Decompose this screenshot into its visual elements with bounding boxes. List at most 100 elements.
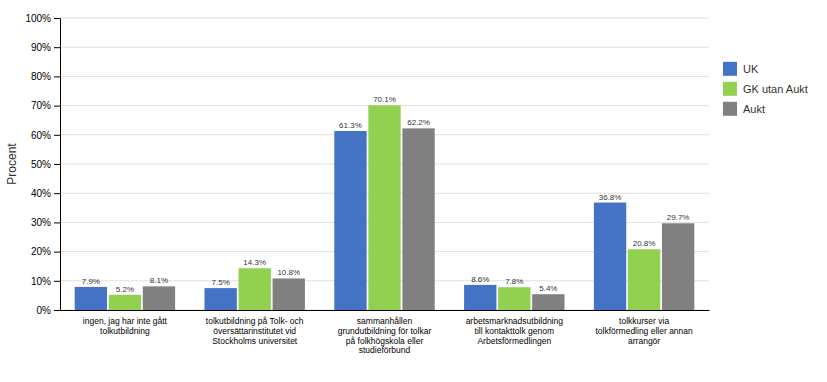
y-tick: 0% <box>37 305 60 316</box>
x-tick-label-line: Stockholms universitet <box>212 336 298 346</box>
x-tick-label-line: studieförbund <box>359 345 411 355</box>
data-label: 70.1% <box>373 95 396 104</box>
y-tick-mark <box>54 310 60 311</box>
data-label: 10.8% <box>277 268 300 277</box>
bar <box>594 203 626 310</box>
x-tick-label-line: översättarinstitutet vid <box>213 326 296 336</box>
y-tick-label: 100% <box>25 13 51 24</box>
data-label: 7.5% <box>212 278 230 287</box>
bar <box>464 285 496 310</box>
x-tick-label-line: tolkkurser via <box>619 316 669 326</box>
legend: UK GK utan Aukt Aukt <box>723 62 808 116</box>
y-tick-mark <box>54 18 60 19</box>
data-label: 5.4% <box>539 284 557 293</box>
data-labels: 7.9%7.5%61.3%8.6%36.8%5.2%14.3%70.1%7.8%… <box>82 95 690 294</box>
x-tick-label-line: tolkutbildning <box>100 326 150 336</box>
x-tick-label-line: till kontakttolk genom <box>475 326 554 336</box>
bar <box>368 105 400 310</box>
x-tick-label: arbetsmarknadsutbildningtill kontakttolk… <box>466 316 564 346</box>
y-tick-label: 60% <box>31 130 51 141</box>
legend-item: Aukt <box>723 102 765 116</box>
legend-item: UK <box>723 62 759 76</box>
bar <box>402 128 434 310</box>
bar <box>239 268 271 310</box>
x-tick-label-line: tolkförmedling eller annan <box>595 326 693 336</box>
legend-swatch <box>723 102 737 116</box>
x-tick-label-line: grundutbildning för tolkar <box>338 326 432 336</box>
data-label: 20.8% <box>633 239 656 248</box>
data-label: 5.2% <box>116 285 134 294</box>
x-tick-label-line: ingen, jag har inte gått <box>83 316 168 326</box>
data-label: 61.3% <box>339 121 362 130</box>
y-tick-label: 20% <box>31 246 51 257</box>
bar <box>498 287 530 310</box>
y-tick-mark <box>54 222 60 223</box>
y-tick-label: 90% <box>31 42 51 53</box>
y-tick: 60% <box>31 130 60 141</box>
grid-line <box>60 76 709 77</box>
bar <box>75 287 107 310</box>
data-label: 8.1% <box>150 276 168 285</box>
bar-series <box>143 128 695 310</box>
x-tick: arbetsmarknadsutbildningtill kontakttolk… <box>466 310 564 346</box>
bar <box>204 288 236 310</box>
y-tick-label: 70% <box>31 100 51 111</box>
x-tick-label-line: tolkutbildning på Tolk- och <box>206 316 304 326</box>
y-tick: 90% <box>31 42 60 53</box>
bar-series <box>109 105 661 310</box>
x-tick-label-line: Arbetsförmedlingen <box>477 336 551 346</box>
y-tick-mark <box>54 164 60 165</box>
x-tick-label-line: på folkhögskola eller <box>346 336 424 346</box>
y-tick: 80% <box>31 71 60 82</box>
x-tick-label-line: arrangör <box>628 336 660 346</box>
legend-label: UK <box>743 63 759 75</box>
x-tick-label: tolkutbildning på Tolk- ochöversättarins… <box>206 316 304 346</box>
y-tick: 20% <box>31 246 60 257</box>
legend-label: GK utan Aukt <box>743 83 808 95</box>
y-tick: 30% <box>31 217 60 228</box>
y-tick-mark <box>54 193 60 194</box>
data-label: 36.8% <box>599 193 622 202</box>
x-tick-label-line: sammanhållen <box>357 316 413 326</box>
data-label: 29.7% <box>667 213 690 222</box>
y-tick: 50% <box>31 159 60 170</box>
y-axis: 0% 10% 20% 30% 40% 50% 60% 70% 80% 90% 100% <box>25 13 60 316</box>
bar-series <box>75 131 627 310</box>
legend-swatch <box>723 62 737 76</box>
y-axis-title: Procent <box>5 143 19 185</box>
data-label: 62.2% <box>407 118 430 127</box>
y-axis-line <box>54 19 61 311</box>
legend-item: GK utan Aukt <box>723 82 808 96</box>
bar <box>273 278 305 310</box>
x-tick: ingen, jag har inte gåtttolkutbildning <box>83 310 168 336</box>
y-tick: 40% <box>31 188 60 199</box>
x-axis-line <box>61 310 710 311</box>
bar <box>628 249 660 310</box>
data-label: 14.3% <box>243 258 266 267</box>
x-tick-label: sammanhållengrundutbildning för tolkarpå… <box>338 316 432 355</box>
y-tick-label: 0% <box>37 305 52 316</box>
bar <box>662 223 694 310</box>
data-label: 7.9% <box>82 277 100 286</box>
chart: 0% 10% 20% 30% 40% 50% 60% 70% 80% 90% 100% ingen, … <box>0 0 827 382</box>
x-tick: tolkkurser viatolkförmedling eller annan… <box>595 310 693 346</box>
grid-line <box>60 18 709 19</box>
y-tick-mark <box>54 135 60 136</box>
y-tick-label: 10% <box>31 276 51 287</box>
y-tick-mark <box>54 106 60 107</box>
y-tick-label: 80% <box>31 71 51 82</box>
y-tick-label: 50% <box>31 159 51 170</box>
legend-swatch <box>723 82 737 96</box>
data-label: 7.8% <box>505 277 523 286</box>
y-tick-mark <box>54 76 60 77</box>
y-tick-label: 30% <box>31 217 51 228</box>
bar <box>532 294 564 310</box>
bar <box>143 286 175 310</box>
grid <box>60 18 709 310</box>
y-tick-label: 40% <box>31 188 51 199</box>
x-tick: sammanhållengrundutbildning för tolkarpå… <box>338 310 432 355</box>
x-tick-label: tolkkurser viatolkförmedling eller annan… <box>595 316 693 346</box>
y-tick: 10% <box>31 276 60 287</box>
y-tick: 100% <box>25 13 60 24</box>
grid-line <box>60 47 709 48</box>
